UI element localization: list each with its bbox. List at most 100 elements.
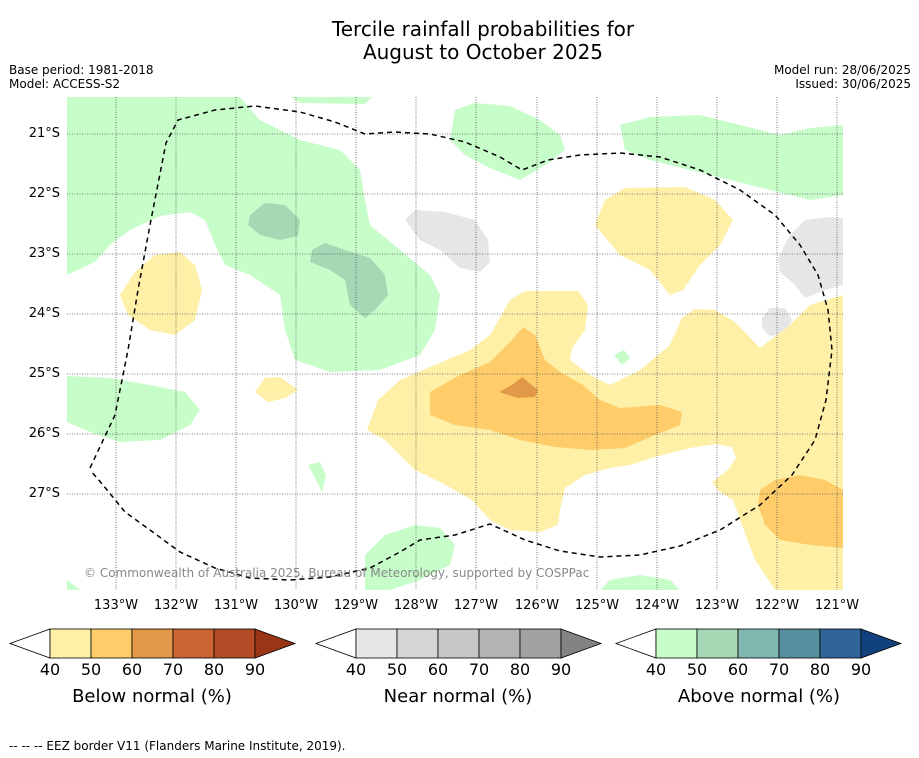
above-normal-50-area [248,203,300,240]
above-normal-area [67,97,440,372]
latitude-label: 25°S [28,366,60,381]
colorbar-segment [696,628,739,659]
colorbar-tick-label: 40 [39,660,61,679]
longitude-label: 125°W [574,598,620,613]
colorbar-tick-label: 80 [509,660,531,679]
title-line-2: August to October 2025 [362,40,604,64]
colorbar-segment [90,628,133,659]
longitude-label: 133°W [93,598,139,613]
above-normal-area [67,376,200,442]
eez-border [89,105,833,581]
colorbar-segment [49,628,92,659]
run-info: Model run: 28/06/2025 Issued: 30/06/2025 [774,63,911,91]
latitude-label: 26°S [28,426,60,441]
below-normal-area [120,252,202,335]
colorbar-tick-label: 80 [809,660,831,679]
longitude-label: 124°W [634,598,680,613]
colorbar-segment [519,628,562,659]
colorbar-segment [819,628,862,659]
near-normal-label: Near normal (%) [383,686,533,707]
colorbar-segment [655,628,698,659]
colorbar-segment [213,628,256,659]
probability-fields [67,97,843,590]
colorbar-tick-label: 90 [244,660,266,679]
colorbar-tick-label: 60 [727,660,749,679]
colorbar-segment [478,628,521,659]
above-normal-area [67,580,80,590]
longitude-label: 129°W [333,598,379,613]
colorbar-tick-label: 90 [850,660,872,679]
longitude-label: 131°W [213,598,259,613]
colorbar-tick-label: 40 [345,660,367,679]
colorbar-tick-label: 50 [386,660,408,679]
longitude-label: 128°W [393,598,439,613]
above-normal-area [600,575,680,590]
longitude-label: 132°W [153,598,199,613]
issued-date: Issued: 30/06/2025 [795,77,911,91]
colorbar-tick-label: 50 [686,660,708,679]
colorbar-tick-label: 60 [121,660,143,679]
colorbar-segment [778,628,821,659]
near-normal-area [405,210,490,272]
title-line-1: Tercile rainfall probabilities for [331,17,635,41]
colorbar-segment [355,628,398,659]
latitude-label: 27°S [28,486,60,501]
colorbar-tick-label: 70 [768,660,790,679]
colorbar-segment [172,628,215,659]
latitude-label: 21°S [28,126,60,141]
colorbar-over-triangle [254,628,297,659]
model-name: Model: ACCESS-S2 [9,77,121,91]
eez-legend-note: -- -- -- EEZ border V11 (Flanders Marine… [9,739,346,753]
colorbars [8,628,903,659]
colorbar-over-triangle [860,628,903,659]
base-period: Base period: 1981-2018 [9,63,154,77]
colorbar-tick-label: 70 [468,660,490,679]
below-normal-50-area [430,327,682,450]
above-normal-area [290,97,372,104]
colorbar-tick-label: 50 [80,660,102,679]
below-normal-area [595,187,733,295]
below-normal-label: Below normal (%) [72,686,232,707]
near-normal-area [778,217,843,298]
below-normal-colorbar [8,628,297,659]
below-normal-60-area [499,377,538,398]
colorbar-over-triangle [560,628,603,659]
colorbar-tick-label: 40 [645,660,667,679]
longitude-label: 123°W [694,598,740,613]
colorbar-segment [437,628,480,659]
above-normal-area [450,103,565,180]
colorbar-segment [131,628,174,659]
above-normal-label: Above normal (%) [677,686,841,707]
above-normal-area [614,350,630,365]
colorbar-segment [737,628,780,659]
model-run: Model run: 28/06/2025 [773,63,911,77]
above-normal-area [620,115,843,200]
above-normal-50-area [310,243,388,318]
colorbar-tick-label: 60 [427,660,449,679]
graticule [67,97,843,590]
colorbar-tick-label: 90 [550,660,572,679]
model-info: Base period: 1981-2018 Model: ACCESS-S2 [9,63,154,91]
longitude-label: 122°W [754,598,800,613]
near-normal-colorbar [314,628,603,659]
below-normal-50-area [758,475,843,548]
colorbar-under-triangle [314,628,357,659]
below-normal-area [255,377,298,402]
longitude-label: 127°W [453,598,499,613]
map-title: Tercile rainfall probabilities for Augus… [0,18,919,64]
colorbar-under-triangle [8,628,51,659]
above-normal-area [308,462,326,492]
above-normal-area [365,525,455,590]
colorbar-tick-label: 70 [162,660,184,679]
latitude-label: 24°S [28,306,60,321]
copyright-notice: © Commonwealth of Australia 2025, Bureau… [84,566,590,580]
longitude-label: 126°W [514,598,560,613]
longitude-label: 130°W [273,598,319,613]
latitude-label: 22°S [28,186,60,201]
longitude-label: 121°W [814,598,860,613]
colorbar-segment [396,628,439,659]
above-normal-colorbar [614,628,903,659]
latitude-label: 23°S [28,246,60,261]
colorbar-under-triangle [614,628,657,659]
